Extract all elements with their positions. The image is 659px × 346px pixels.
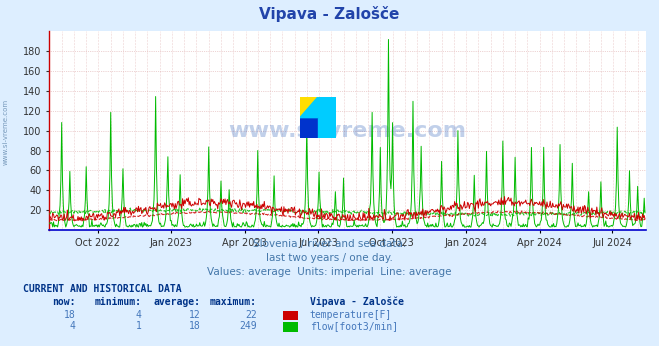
Text: 4: 4 [136,310,142,320]
Text: CURRENT AND HISTORICAL DATA: CURRENT AND HISTORICAL DATA [23,284,182,294]
Text: Vipava - Zalošče: Vipava - Zalošče [310,297,404,307]
Text: Values: average  Units: imperial  Line: average: Values: average Units: imperial Line: av… [207,267,452,277]
Text: maximum:: maximum: [210,297,257,307]
Text: www.si-vreme.com: www.si-vreme.com [229,121,467,140]
Bar [318,97,336,118]
Text: 18: 18 [189,321,201,331]
Text: flow[foot3/min]: flow[foot3/min] [310,321,398,331]
Text: last two years / one day.: last two years / one day. [266,253,393,263]
Bar [300,97,318,118]
Text: 22: 22 [245,310,257,320]
Bar [318,118,336,138]
Text: 249: 249 [239,321,257,331]
Text: Vipava - Zalošče: Vipava - Zalošče [259,6,400,22]
Text: minimum:: minimum: [95,297,142,307]
Text: 4: 4 [70,321,76,331]
Text: 12: 12 [189,310,201,320]
Polygon shape [300,97,318,118]
Text: temperature[F]: temperature[F] [310,310,392,320]
Bar [300,118,318,138]
Text: now:: now: [52,297,76,307]
Text: Slovenia / river and sea data.: Slovenia / river and sea data. [253,239,406,249]
Text: average:: average: [154,297,201,307]
Polygon shape [300,97,318,118]
Text: 1: 1 [136,321,142,331]
Text: www.si-vreme.com: www.si-vreme.com [2,98,9,165]
Text: 18: 18 [64,310,76,320]
